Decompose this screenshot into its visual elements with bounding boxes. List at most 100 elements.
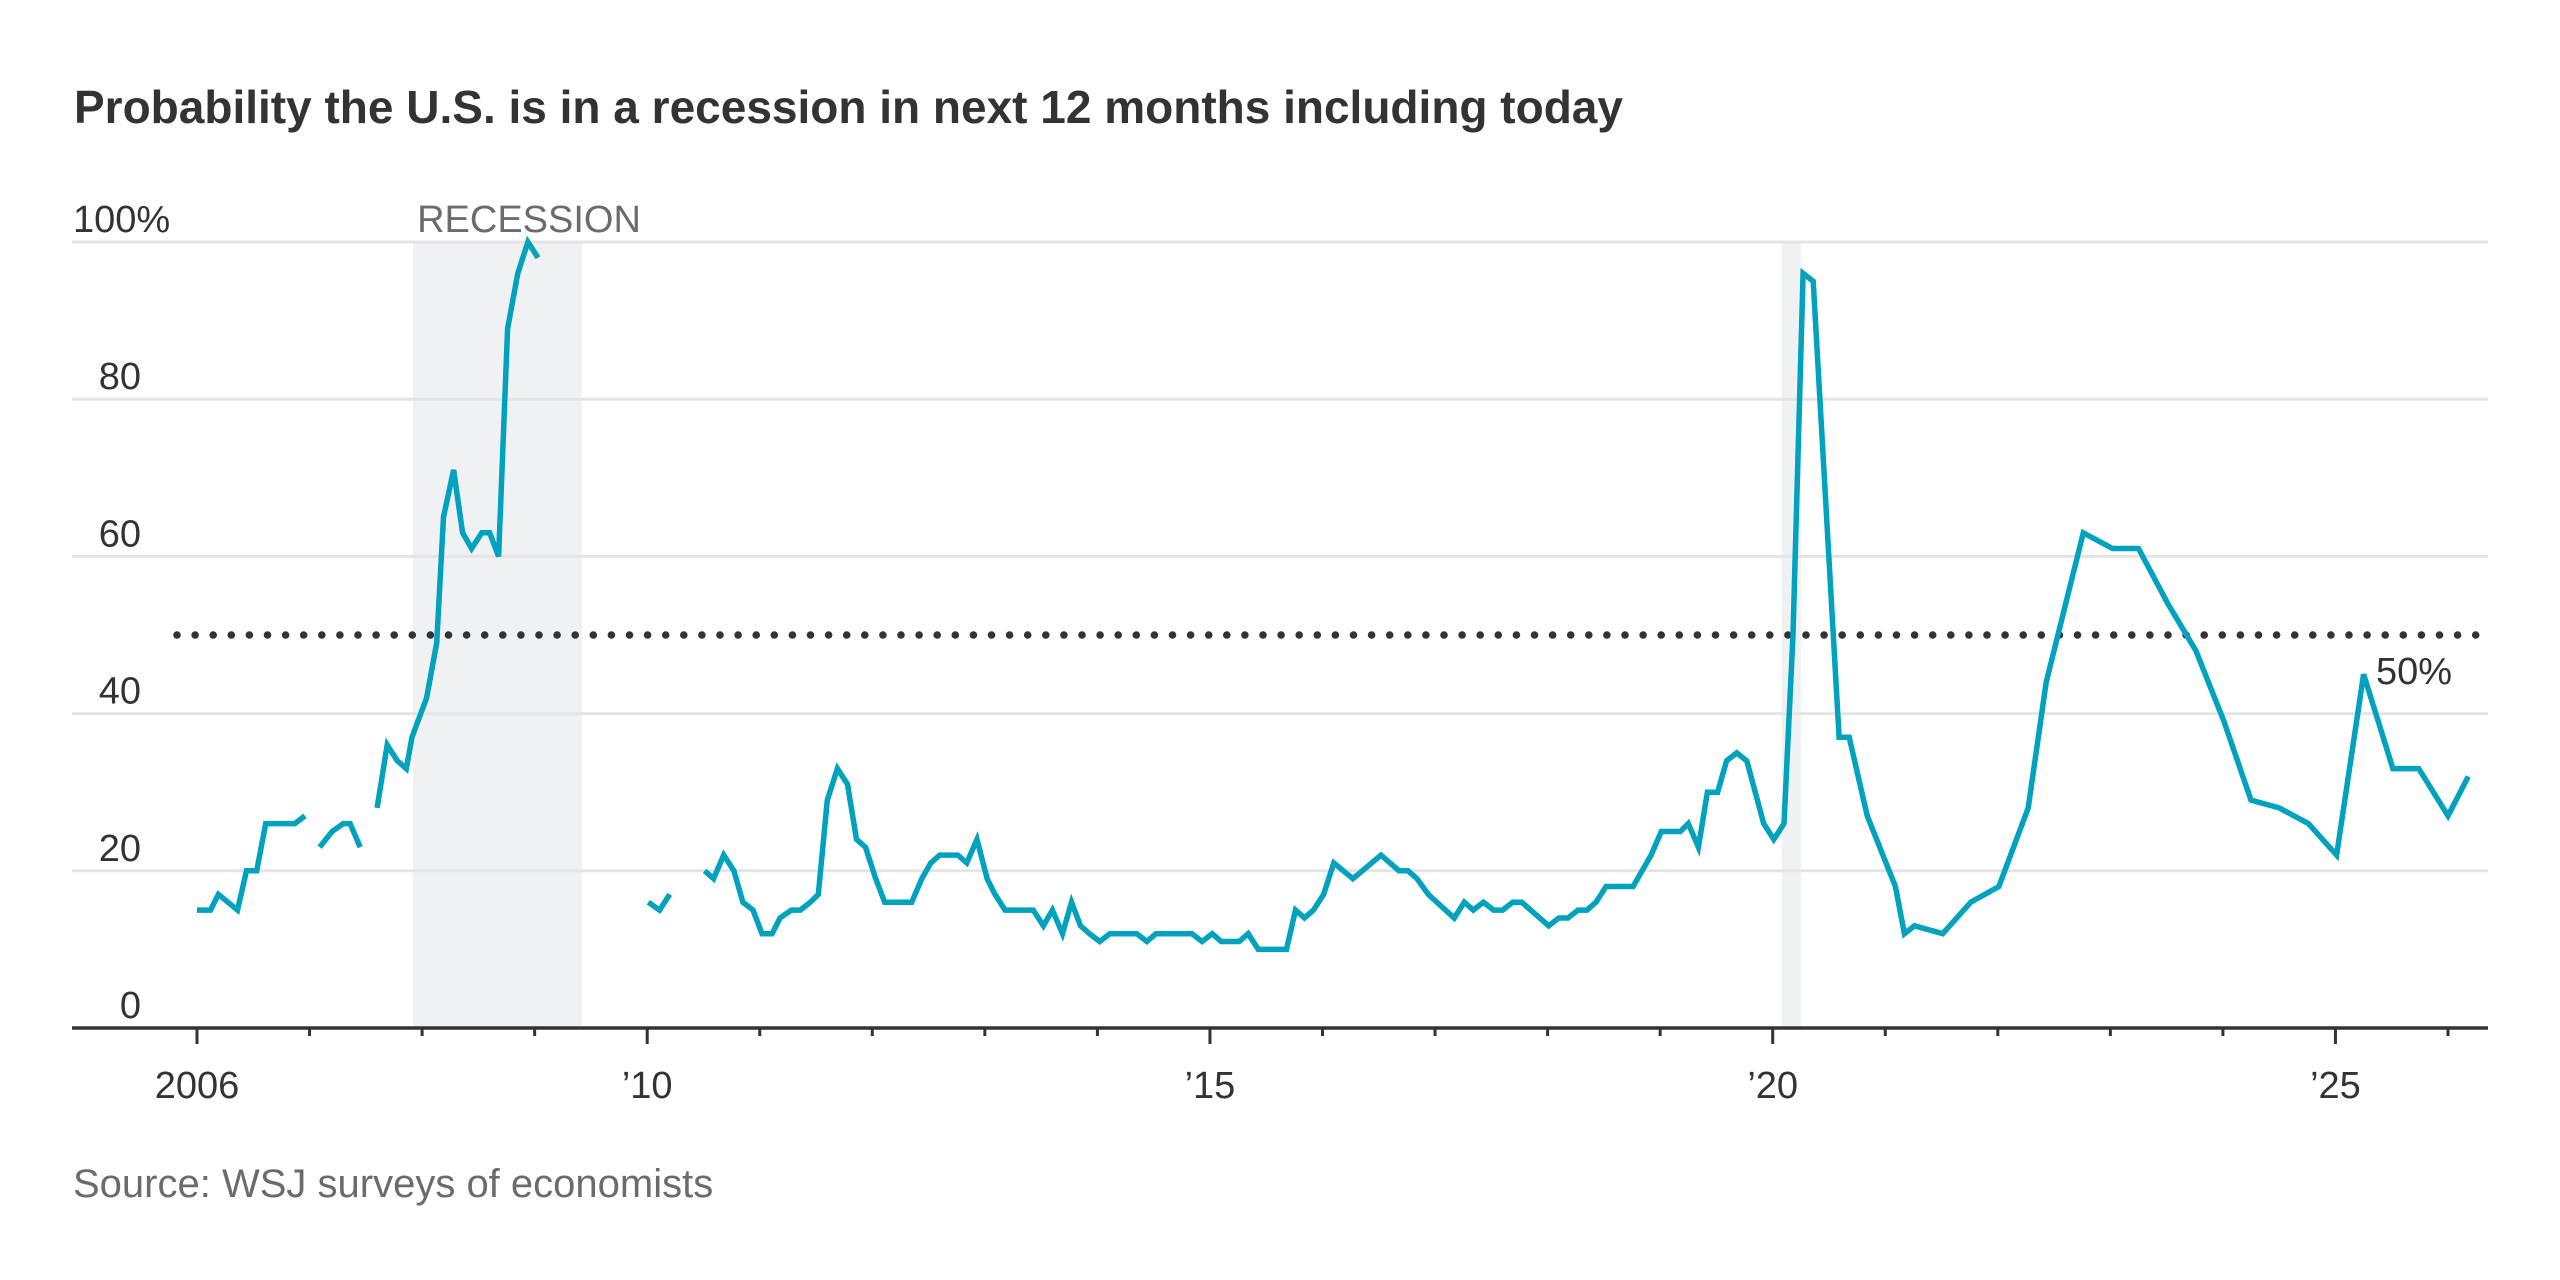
reference-dot [2435,631,2444,639]
reference-dot [1132,631,1141,639]
y-tick-label: 0 [120,985,141,1027]
reference-dot [2345,631,2353,639]
x-axis: 2006 ’10 ’15 ’20 ’25 [72,1026,2488,1107]
reference-dot [2417,631,2426,639]
reference-dot [1494,631,1503,639]
reference-dot [462,631,471,639]
reference-dot [1874,631,1883,639]
reference-dot [2073,631,2082,639]
reference-dot [806,631,815,639]
reference-dot [1422,631,1430,639]
reference-dot [2037,631,2046,639]
reference-dot [173,631,181,639]
reference-label: 50% [2376,651,2452,693]
source-note: Source: WSJ surveys of economists [73,1162,713,1206]
reference-dot [1729,631,1738,639]
reference-dot [408,631,417,639]
reference-dot [1223,631,1231,639]
reference-dot [1440,631,1448,639]
reference-dot [589,631,598,639]
reference-dot [571,631,579,639]
reference-dot [716,631,724,639]
reference-dot [1241,631,1249,639]
y-tick-label: 40 [99,671,141,713]
reference-dot [897,631,905,639]
reference-dot [299,631,308,639]
chart-title: Probability the U.S. is in a recession i… [74,81,1623,133]
reference-dot [770,631,779,639]
y-tick-label: 100% [73,199,170,241]
reference-dot [698,631,706,639]
reference-dot [1766,631,1774,639]
recession-label: RECESSION [417,199,641,241]
x-tick-label: ’25 [2310,1065,2361,1107]
reference-dot [1060,631,1068,639]
reference-dot [1838,631,1846,639]
reference-dot [1259,631,1267,639]
reference-dot [1277,631,1285,639]
reference-dot [209,631,217,639]
reference-dot [1168,631,1177,639]
reference-dot [1042,631,1050,639]
reference-dot [2309,631,2317,639]
reference-dot [263,631,272,639]
reference-dot [2290,631,2299,639]
reference-dot [2019,631,2027,639]
reference-dot [1784,631,1792,639]
reference-dot [1385,631,1394,639]
reference-dot [2381,631,2389,639]
reference-dot [2200,631,2208,639]
reference-dot [1639,631,1647,639]
reference-dot [426,631,435,639]
reference-dot [281,631,290,639]
x-tick-label: ’20 [1747,1065,1798,1107]
reference-dot [680,631,688,639]
reference-dot [951,631,960,639]
reference-dot [2327,631,2335,639]
reference-dot [1621,631,1629,639]
reference-dot [1965,631,1973,639]
reference-dot [336,631,344,639]
reference-dot [535,631,543,639]
series-line-segment [317,820,363,849]
reference-dot [318,631,326,639]
reference-dot [227,631,236,639]
series-line-segment [374,235,541,809]
reference-dot [1802,631,1810,639]
reference-dot [480,631,489,639]
y-tick-label: 80 [99,356,141,398]
reference-dot [643,631,652,639]
reference-dot [1404,631,1412,639]
reference-dot [499,631,507,639]
reference-dot [2128,631,2136,639]
reference-dot [861,631,869,639]
reference-dot [788,631,797,639]
reference-dot [1367,631,1376,639]
reference-dot [2109,631,2118,639]
reference-line-50: 50% [173,631,2480,693]
reference-dot [2272,631,2281,639]
x-tick-label: 2006 [155,1065,240,1107]
reference-dot [661,631,670,639]
reference-dot [752,631,760,639]
reference-dot [1657,631,1665,639]
y-tick-label: 60 [99,513,141,555]
reference-dot [1892,631,1901,639]
reference-dot [1078,631,1086,639]
reference-dot [1603,631,1611,639]
reference-dot [1114,631,1122,639]
reference-dot [1675,631,1684,639]
reference-dot [1983,631,1991,639]
reference-dot [1096,631,1104,639]
reference-dot [1023,631,1032,639]
reference-dot [390,631,399,639]
reference-dot [1512,631,1521,639]
reference-dot [354,631,362,639]
reference-dot [1150,631,1159,639]
reference-dot [1204,631,1213,639]
reference-dot [824,631,833,639]
reference-dot [1313,631,1322,639]
x-tick-label: ’10 [622,1065,673,1107]
reference-dot [1349,631,1358,639]
